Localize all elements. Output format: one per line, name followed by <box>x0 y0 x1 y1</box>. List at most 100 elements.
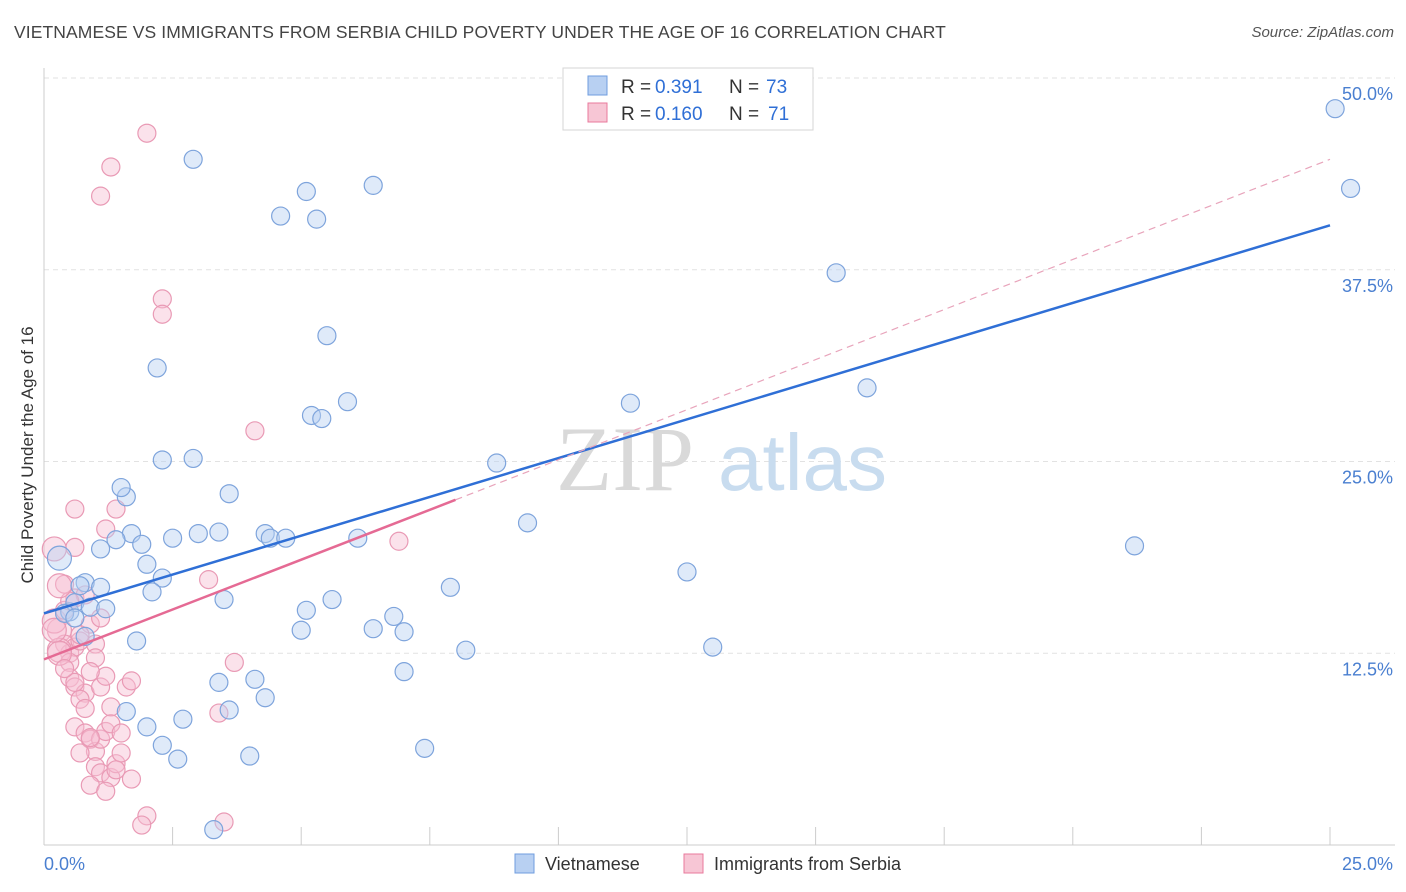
serbia-point-43 <box>224 652 244 673</box>
vietnamese-point-58 <box>317 326 337 346</box>
vietnamese-point-12 <box>137 554 157 574</box>
vietnamese-point-13 <box>106 530 126 550</box>
bottom-legend-vietnamese: Vietnamese <box>545 854 640 874</box>
serbia-point-49 <box>137 123 157 143</box>
serbia-point-30 <box>106 754 126 774</box>
vietnamese-point-55 <box>307 209 327 229</box>
vietnamese-point-32 <box>296 600 316 620</box>
legend-swatch-serbia <box>587 102 608 123</box>
serbia-point-66 <box>111 723 131 743</box>
vietnamese-point-33 <box>322 589 342 610</box>
legend-box: R = 0.391 N = 73 R = 0.160 N = 71 <box>562 67 814 131</box>
bottom-legend: Vietnamese Immigrants from Serbia <box>514 853 902 874</box>
vietnamese-point-18 <box>111 477 131 498</box>
serbia-point-17 <box>90 677 111 697</box>
vietnamese-point-65 <box>826 263 846 283</box>
vietnamese-point-49 <box>204 820 224 840</box>
vietnamese-point-16 <box>142 582 162 602</box>
axes <box>43 68 1395 846</box>
vietnamese-point-70 <box>46 545 73 571</box>
vietnamese-point-48 <box>116 701 136 722</box>
serbia-point-37 <box>96 781 116 801</box>
vietnamese-point-52 <box>147 358 167 378</box>
vietnamese-point-69 <box>1340 178 1361 199</box>
bottom-legend-swatch-vietnamese <box>514 853 535 874</box>
vietnamese-point-72 <box>415 738 435 758</box>
bottom-legend-swatch-serbia <box>683 853 704 874</box>
vietnamese-point-59 <box>312 408 332 429</box>
vietnamese-point-41 <box>394 622 414 642</box>
chart-title: VIETNAMESE VS IMMIGRANTS FROM SERBIA CHI… <box>14 22 946 42</box>
serbia-point-53 <box>389 531 409 551</box>
vietnamese-point-54 <box>271 206 291 226</box>
tick-labels: 12.5% 25.0% 37.5% 50.0% 0.0% 25.0% <box>44 84 1393 874</box>
legend-r-value-1: 0.391 <box>655 77 703 98</box>
legend-r-label-1: R = <box>621 77 651 98</box>
watermark: ZIP atlas <box>556 408 887 510</box>
legend-swatch-vietnamese <box>587 75 608 96</box>
serbia-point-52 <box>245 421 265 441</box>
vietnamese-points <box>46 99 1361 840</box>
serbia-point-60 <box>80 662 100 682</box>
vietnamese-point-31 <box>337 392 358 412</box>
serbia-point-28 <box>90 763 111 783</box>
vietnamese-point-47 <box>168 749 188 769</box>
vietnamese-point-36 <box>255 688 275 708</box>
serbia-point-18 <box>96 666 116 686</box>
serbia-point-65 <box>121 769 142 789</box>
serbia-point-14 <box>65 677 85 697</box>
vietnamese-point-35 <box>291 620 311 640</box>
vietnamese-point-71 <box>90 539 111 559</box>
serbia-trend-extension <box>455 158 1331 501</box>
vietnamese-point-22 <box>219 484 239 504</box>
serbia-point-31 <box>111 743 131 763</box>
vietnamese-point-51 <box>152 450 172 470</box>
vietnamese-point-42 <box>394 662 414 682</box>
legend-n-label-2: N = <box>729 104 759 125</box>
legend-r-value-2: 0.160 <box>655 104 703 125</box>
vietnamese-trend-line <box>43 224 1331 615</box>
vietnamese-point-66 <box>857 378 877 398</box>
vietnamese-point-44 <box>440 577 460 597</box>
vietnamese-point-37 <box>173 709 193 729</box>
serbia-points <box>41 123 409 835</box>
vietnamese-point-50 <box>183 448 203 469</box>
serbia-point-68 <box>54 658 75 679</box>
serbia-point-26 <box>70 743 90 763</box>
vietnamese-point-20 <box>209 522 229 542</box>
vietnamese-point-53 <box>183 149 203 169</box>
vietnamese-point-46 <box>240 746 260 766</box>
serbia-point-20 <box>65 717 85 737</box>
vietnamese-point-43 <box>456 640 476 660</box>
watermark-atlas: atlas <box>718 418 887 507</box>
vietnamese-point-63 <box>677 562 697 582</box>
vietnamese-point-56 <box>296 181 316 202</box>
vietnamese-point-29 <box>245 669 265 689</box>
serbia-point-51 <box>152 304 172 324</box>
vietnamese-point-11 <box>132 534 152 554</box>
serbia-point-69 <box>46 573 73 599</box>
serbia-point-34 <box>101 697 121 717</box>
legend-n-value-1: 73 <box>766 77 787 98</box>
serbia-point-54 <box>65 499 85 519</box>
source-label: Source: ZipAtlas.com <box>1251 24 1394 41</box>
vietnamese-point-39 <box>137 717 157 737</box>
serbia-point-57 <box>41 617 67 643</box>
vietnamese-point-62 <box>620 393 641 413</box>
trend-lines <box>43 158 1331 661</box>
serbia-point-46 <box>106 499 126 519</box>
vietnamese-point-40 <box>363 619 383 639</box>
bottom-legend-serbia: Immigrants from Serbia <box>714 854 902 874</box>
vietnamese-point-6 <box>96 599 116 619</box>
vietnamese-point-14 <box>163 528 183 548</box>
serbia-point-39 <box>137 806 157 826</box>
vietnamese-point-27 <box>209 672 229 692</box>
vietnamese-point-5 <box>70 576 90 596</box>
vietnamese-point-61 <box>517 513 538 533</box>
vietnamese-point-57 <box>363 175 383 195</box>
y-axis-label: Child Poverty Under the Age of 16 <box>18 326 37 583</box>
y-tick-label-2: 37.5% <box>1342 276 1393 296</box>
serbia-point-38 <box>106 760 126 780</box>
vietnamese-point-17 <box>116 487 136 507</box>
